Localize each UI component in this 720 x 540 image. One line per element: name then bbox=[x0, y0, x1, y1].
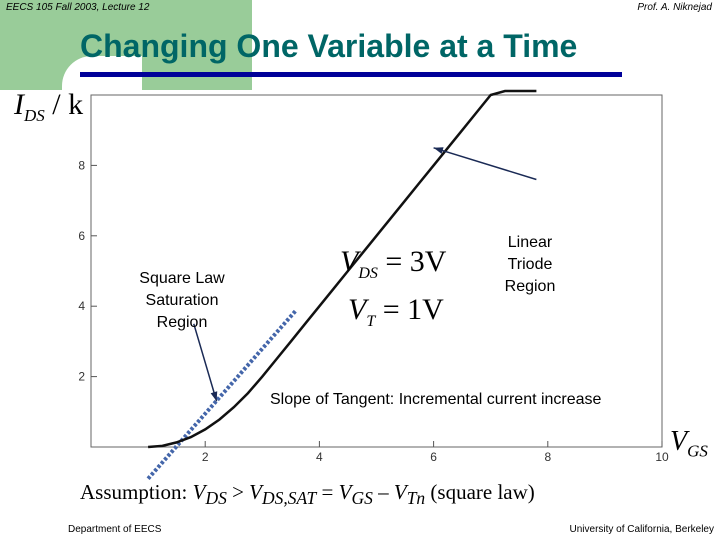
square-law-label: Square Law Saturation Region bbox=[139, 270, 225, 331]
y-tick-label: 8 bbox=[78, 158, 85, 172]
author-header: Prof. A. Niknejad bbox=[637, 2, 712, 13]
slope-annotation: Slope of Tangent: Incremental current in… bbox=[270, 391, 602, 408]
x-tick-label: 10 bbox=[655, 450, 669, 464]
x-axis-label: VGS bbox=[670, 426, 708, 461]
assumption-text: Assumption: VDS > VDS,SAT = VGS – VTn (s… bbox=[80, 480, 535, 509]
annotation-arrow bbox=[193, 323, 218, 402]
university-footer: University of California, Berkeley bbox=[569, 524, 715, 535]
x-axis-ticks: 2 4 6 8 10 bbox=[202, 441, 669, 464]
corner-curve bbox=[62, 56, 142, 136]
slide-title: Changing One Variable at a Time bbox=[80, 28, 578, 64]
annotation-arrow bbox=[433, 147, 537, 181]
annotation-arrows bbox=[193, 147, 537, 402]
x-tick-label: 2 bbox=[202, 450, 209, 464]
arrow-head bbox=[210, 391, 218, 402]
x-tick-label: 4 bbox=[316, 450, 323, 464]
y-tick-label: 2 bbox=[78, 370, 85, 384]
y-tick-label: 6 bbox=[78, 229, 85, 243]
lecture-header: EECS 105 Fall 2003, Lecture 12 bbox=[6, 2, 150, 13]
title-underline bbox=[80, 72, 622, 77]
x-tick-label: 6 bbox=[430, 450, 437, 464]
tangent-line bbox=[146, 308, 299, 481]
linear-triode-label: Linear Triode Region bbox=[504, 234, 556, 295]
y-axis-label: IDS / k bbox=[14, 88, 84, 125]
y-tick-label: 4 bbox=[78, 299, 85, 313]
x-tick-label: 8 bbox=[544, 450, 551, 464]
department-footer: Department of EECS bbox=[68, 524, 162, 535]
plot-area bbox=[90, 94, 663, 448]
y-axis-ticks: 2 4 6 8 bbox=[78, 158, 97, 384]
id-vgs-curve bbox=[148, 89, 537, 449]
bias-formula: VDS = 3V VT = 1V bbox=[340, 245, 447, 330]
arrow-head bbox=[433, 147, 444, 154]
